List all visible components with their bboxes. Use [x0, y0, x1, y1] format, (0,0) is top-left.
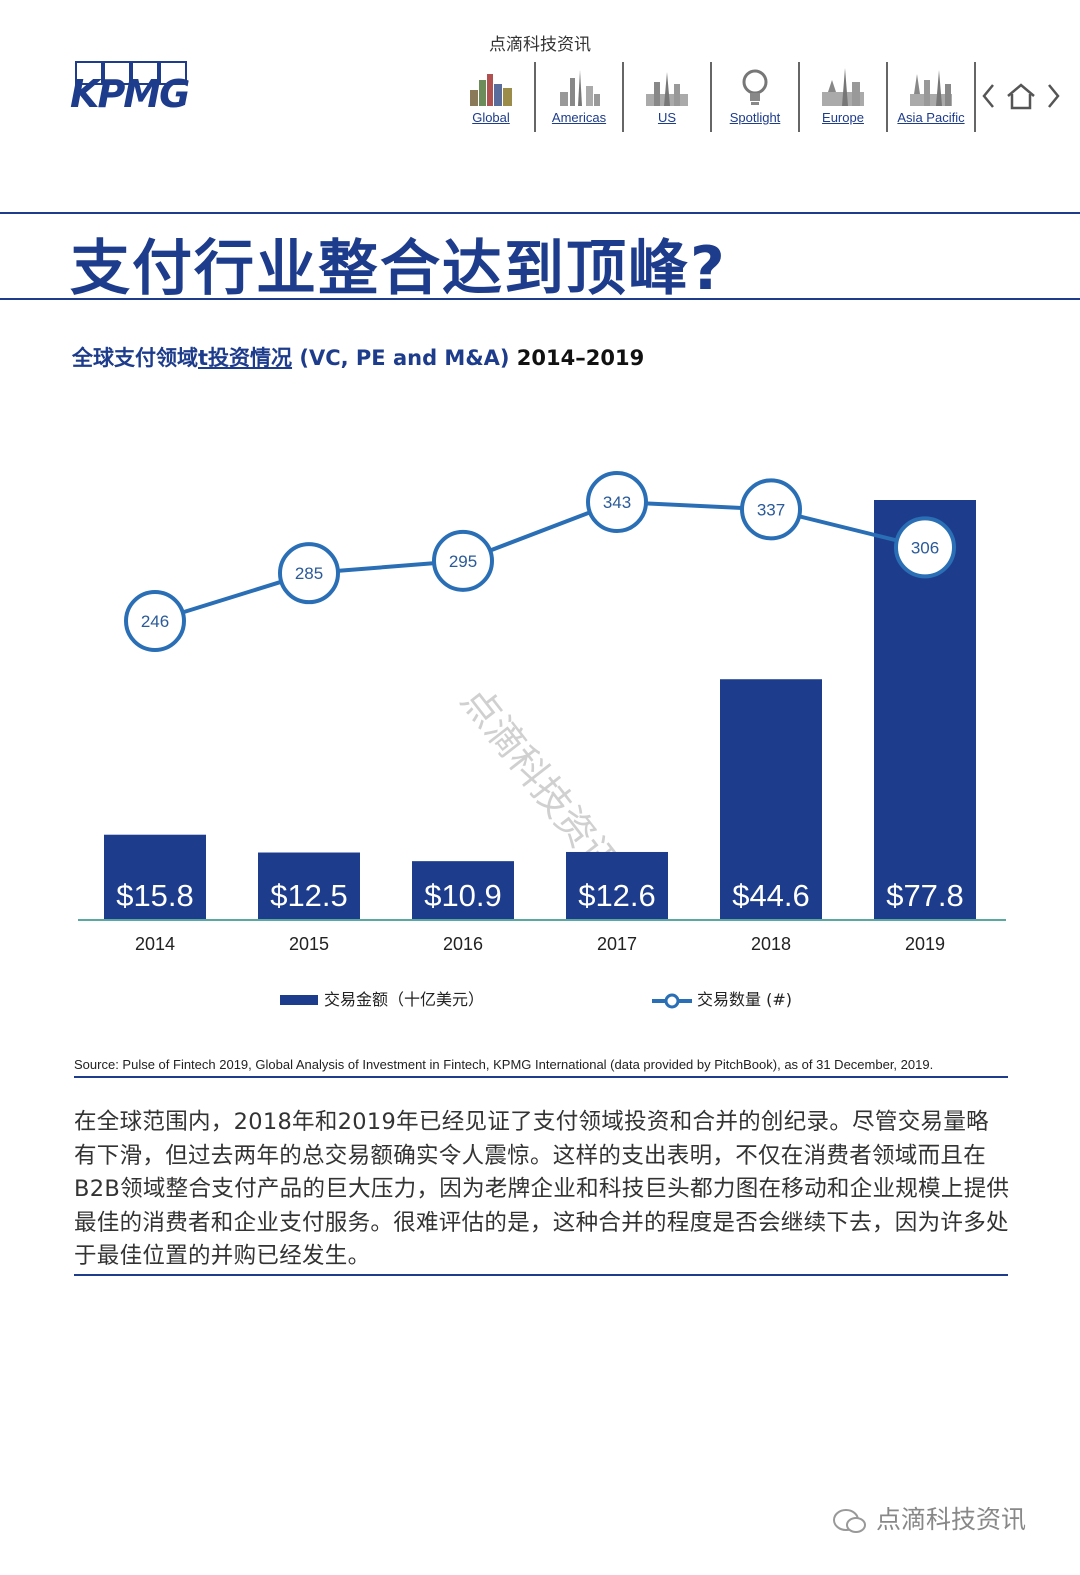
deal-count-label: 295 [449, 552, 477, 571]
deal-count-label: 343 [603, 493, 631, 512]
source-rule [74, 1076, 1008, 1078]
nav-label: Global [472, 110, 510, 125]
bar-2018 [720, 679, 822, 920]
kpmg-logo-boxes-icon [75, 61, 187, 85]
chart-subtitle: 全球支付领域t投资情况 (VC, PE and M&A) 2014–2019 [72, 342, 644, 372]
europe-skyline-icon [822, 68, 864, 106]
nav-label: Americas [551, 110, 607, 125]
deal-count-point-2016 [432, 529, 494, 592]
chart-subtitle-years: 2014–2019 [516, 346, 645, 370]
americas-skyline-icon [560, 70, 600, 106]
legend-bar-swatch [280, 995, 318, 1005]
bar-2016 [412, 861, 514, 920]
asia-pacific-skyline-icon [910, 70, 952, 106]
bar-value-label: $12.6 [578, 878, 656, 913]
nav-label: Asia Pacific [897, 110, 965, 125]
footer-brand-text: 点滴科技资讯 [875, 1505, 1026, 1534]
bar-2015 [258, 852, 360, 920]
deal-count-point-2014 [124, 590, 186, 652]
body-paragraph: 在全球范围内，2018年和2019年已经见证了支付领域投资和合并的创纪录。尽管交… [74, 1109, 1010, 1269]
deal-count-label: 246 [141, 612, 169, 631]
body-rule [74, 1274, 1008, 1276]
legend-bar-label: 交易金额（十亿美元） [324, 990, 485, 1009]
nav-item-spotlight[interactable]: Spotlight [712, 62, 800, 132]
deal-count-point-2018 [740, 478, 802, 541]
x-tick-label: 2015 [289, 934, 329, 954]
header-watermark: 点滴科技资讯 [489, 35, 591, 55]
chart-subtitle-prefix: 全球支付领域 [72, 346, 198, 370]
chart-subtitle-link[interactable]: t投资情况 [198, 346, 293, 370]
chart-watermark: 点滴科技资讯 [453, 679, 628, 886]
title-rule-bottom [0, 298, 1080, 300]
legend-line-swatch-icon [652, 993, 692, 1009]
deal-count-point-2017 [586, 471, 648, 533]
chart-subtitle-suffix: (VC, PE and M&A) [292, 346, 517, 370]
nav-label: Spotlight [729, 110, 781, 125]
bar-value-label: $44.6 [732, 878, 810, 913]
deal-count-line [154, 499, 926, 623]
bar-2019 [874, 500, 976, 920]
kpmg-logo[interactable]: KPMG [70, 58, 192, 116]
nav-item-global[interactable]: Global [448, 62, 536, 132]
title-rule-top [0, 212, 1080, 214]
nav-item-asia-pacific[interactable]: Asia Pacific [888, 62, 976, 132]
bar-value-label: $15.8 [116, 878, 194, 913]
nav-item-americas[interactable]: Americas [536, 62, 624, 132]
prev-icon[interactable] [980, 82, 998, 110]
nav-label: Europe [822, 110, 864, 125]
x-tick-label: 2017 [597, 934, 637, 954]
bar-value-label: $77.8 [886, 878, 964, 913]
x-tick-label: 2014 [135, 934, 175, 954]
page-title: 支付行业整合达到顶峰? [70, 234, 727, 304]
home-icon[interactable] [1005, 82, 1037, 110]
x-tick-label: 2019 [905, 934, 945, 954]
deal-count-point-2015 [278, 542, 340, 605]
footer-brand: 点滴科技资讯 [832, 1500, 1026, 1536]
bar-2017 [566, 851, 668, 920]
us-skyline-icon [646, 72, 688, 106]
bar-2014 [104, 834, 206, 920]
region-nav: Global Americas US Spotlight Europe [448, 62, 976, 132]
deal-count-label: 285 [295, 564, 323, 583]
spotlight-bulb-icon [742, 69, 768, 105]
x-tick-label: 2016 [443, 934, 483, 954]
bar-value-label: $12.5 [270, 878, 348, 913]
nav-item-europe[interactable]: Europe [800, 62, 888, 132]
kpmg-logo-text: KPMG [70, 72, 190, 116]
deal-count-label: 306 [911, 538, 939, 557]
deal-count-label: 337 [757, 500, 785, 519]
nav-label: US [657, 110, 677, 125]
legend-line-label: 交易数量 (#) [697, 990, 792, 1009]
global-skyline-icon [470, 74, 512, 106]
next-icon[interactable] [1044, 82, 1062, 110]
wechat-icon [833, 1509, 866, 1533]
deal-count-point-2019 [894, 516, 956, 579]
source-note: Source: Pulse of Fintech 2019, Global An… [74, 1057, 934, 1072]
x-tick-label: 2018 [751, 934, 791, 954]
bar-value-label: $10.9 [424, 878, 502, 913]
nav-item-us[interactable]: US [624, 62, 712, 132]
